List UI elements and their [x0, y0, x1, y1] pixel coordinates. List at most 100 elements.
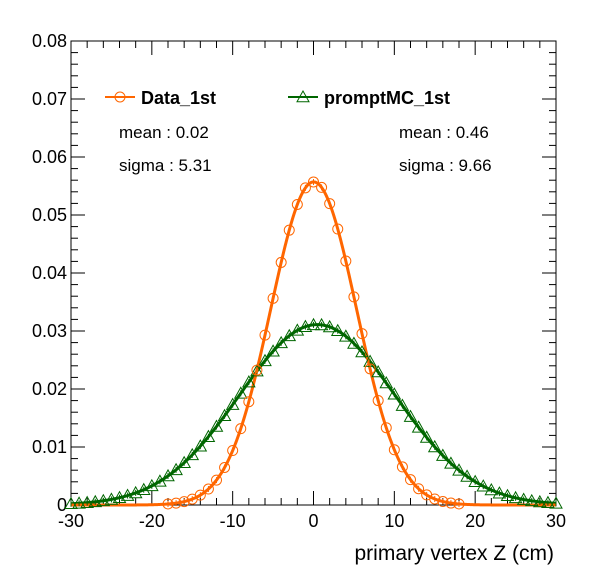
stat-mean-promptMC_1st: mean : 0.46 — [399, 123, 489, 142]
data-point-promptMC_1st — [492, 486, 507, 499]
data-point-promptMC_1st — [468, 474, 483, 487]
legend-label-Data_1st: Data_1st — [141, 88, 216, 108]
data-point-promptMC_1st — [266, 344, 280, 357]
data-point-Data_1st — [332, 223, 344, 235]
data-point-promptMC_1st — [508, 490, 523, 504]
data-point-promptMC_1st — [532, 494, 547, 508]
legend-label-promptMC_1st: promptMC_1st — [324, 88, 450, 108]
data-point-promptMC_1st — [233, 386, 248, 399]
data-point-promptMC_1st — [201, 429, 216, 442]
data-point-Data_1st — [413, 483, 425, 495]
data-point-Data_1st — [348, 291, 360, 303]
data-point-promptMC_1st — [241, 375, 256, 388]
data-point-Data_1st — [243, 396, 255, 408]
data-point-promptMC_1st — [96, 493, 111, 507]
data-point-promptMC_1st — [250, 364, 264, 377]
data-point-Data_1st — [194, 489, 206, 501]
y-tick-label: 0.03 — [32, 321, 67, 341]
x-tick-label: 20 — [465, 511, 485, 531]
data-point-Data_1st — [437, 496, 449, 508]
data-point-Data_1st — [178, 496, 190, 508]
data-point-promptMC_1st — [330, 323, 345, 337]
data-point-promptMC_1st — [403, 409, 418, 422]
data-point-promptMC_1st — [169, 462, 183, 476]
data-point-Data_1st — [283, 224, 295, 236]
data-point-promptMC_1st — [306, 317, 321, 331]
data-point-promptMC_1st — [476, 479, 491, 492]
data-point-promptMC_1st — [444, 456, 458, 469]
x-tick-label: -10 — [220, 511, 246, 531]
data-point-promptMC_1st — [387, 387, 402, 400]
fit-stats: mean : 0.02 sigma : 5.31 mean : 0.46 sigma … — [119, 123, 492, 175]
stat-sigma-Data_1st: sigma : 5.31 — [119, 156, 212, 175]
fit-curve-promptMC_1st — [70, 323, 557, 506]
x-tick-label: -30 — [58, 511, 84, 531]
data-point-Data_1st — [291, 198, 303, 210]
data-point-promptMC_1st — [452, 463, 466, 476]
data-point-promptMC_1st — [185, 447, 200, 461]
data-point-promptMC_1st — [347, 336, 361, 349]
data-point-promptMC_1st — [435, 448, 450, 461]
axis-ticks — [70, 40, 557, 506]
data-point-promptMC_1st — [217, 408, 232, 422]
data-point-Data_1st — [267, 292, 279, 304]
data-point-promptMC_1st — [355, 344, 369, 358]
data-point-Data_1st — [396, 461, 408, 473]
y-tick-label: 0.08 — [32, 31, 67, 51]
data-point-promptMC_1st — [64, 496, 78, 510]
stat-mean-Data_1st: mean : 0.02 — [119, 123, 209, 142]
legend: Data_1st promptMC_1st — [105, 88, 450, 108]
data-point-promptMC_1st — [549, 496, 563, 509]
data-point-Data_1st — [211, 474, 222, 486]
x-tick-label: -20 — [139, 511, 165, 531]
data-point-promptMC_1st — [177, 455, 192, 469]
data-point-Data_1st — [170, 497, 182, 509]
data-point-promptMC_1st — [112, 490, 127, 503]
data-point-promptMC_1st — [427, 439, 442, 453]
data-point-Data_1st — [356, 328, 368, 340]
data-point-promptMC_1st — [120, 488, 135, 501]
data-point-promptMC_1st — [80, 495, 95, 508]
data-point-Data_1st — [364, 363, 376, 375]
data-point-Data_1st — [251, 364, 263, 376]
y-tick-label: 0.04 — [32, 263, 67, 283]
data-point-Data_1st — [388, 444, 400, 456]
data-point-promptMC_1st — [72, 496, 86, 509]
x-tick-label: 0 — [308, 511, 318, 531]
data-point-Data_1st — [340, 255, 352, 267]
plot-area — [70, 40, 557, 506]
data-point-promptMC_1st — [460, 469, 474, 482]
data-point-promptMC_1st — [541, 495, 555, 509]
data-point-Data_1st — [324, 198, 336, 210]
data-point-Data_1st — [308, 176, 319, 188]
data-point-promptMC_1st — [411, 420, 426, 433]
data-point-Data_1st — [235, 423, 247, 435]
legend-marker — [296, 89, 310, 103]
x-tick-label: 10 — [384, 511, 404, 531]
data-point-promptMC_1st — [516, 492, 531, 505]
data-point-promptMC_1st — [258, 353, 272, 367]
y-tick-label: 0.06 — [32, 147, 67, 167]
data-point-Data_1st — [380, 422, 392, 434]
data-point-Data_1st — [299, 182, 311, 194]
data-point-promptMC_1st — [379, 375, 394, 389]
data-point-promptMC_1st — [500, 488, 515, 502]
data-point-promptMC_1st — [338, 329, 353, 342]
data-point-Data_1st — [429, 493, 441, 505]
data-point-Data_1st — [202, 483, 214, 495]
data-point-promptMC_1st — [419, 430, 434, 443]
data-point-Data_1st — [219, 461, 231, 473]
y-tick-label: 0 — [57, 495, 67, 515]
data-point-Data_1st — [259, 329, 271, 341]
data-point-Data_1st — [372, 395, 384, 407]
data-point-promptMC_1st — [314, 317, 329, 331]
data-point-promptMC_1st — [209, 419, 224, 432]
data-point-Data_1st — [162, 498, 174, 510]
y-tick-label: 0.02 — [32, 379, 67, 399]
legend-marker — [114, 91, 126, 103]
data-point-promptMC_1st — [193, 439, 208, 452]
x-tick-label: 30 — [546, 511, 566, 531]
y-tick-label: 0.07 — [32, 89, 67, 109]
data-point-promptMC_1st — [322, 319, 337, 333]
y-tick-label: 0.01 — [32, 437, 67, 457]
